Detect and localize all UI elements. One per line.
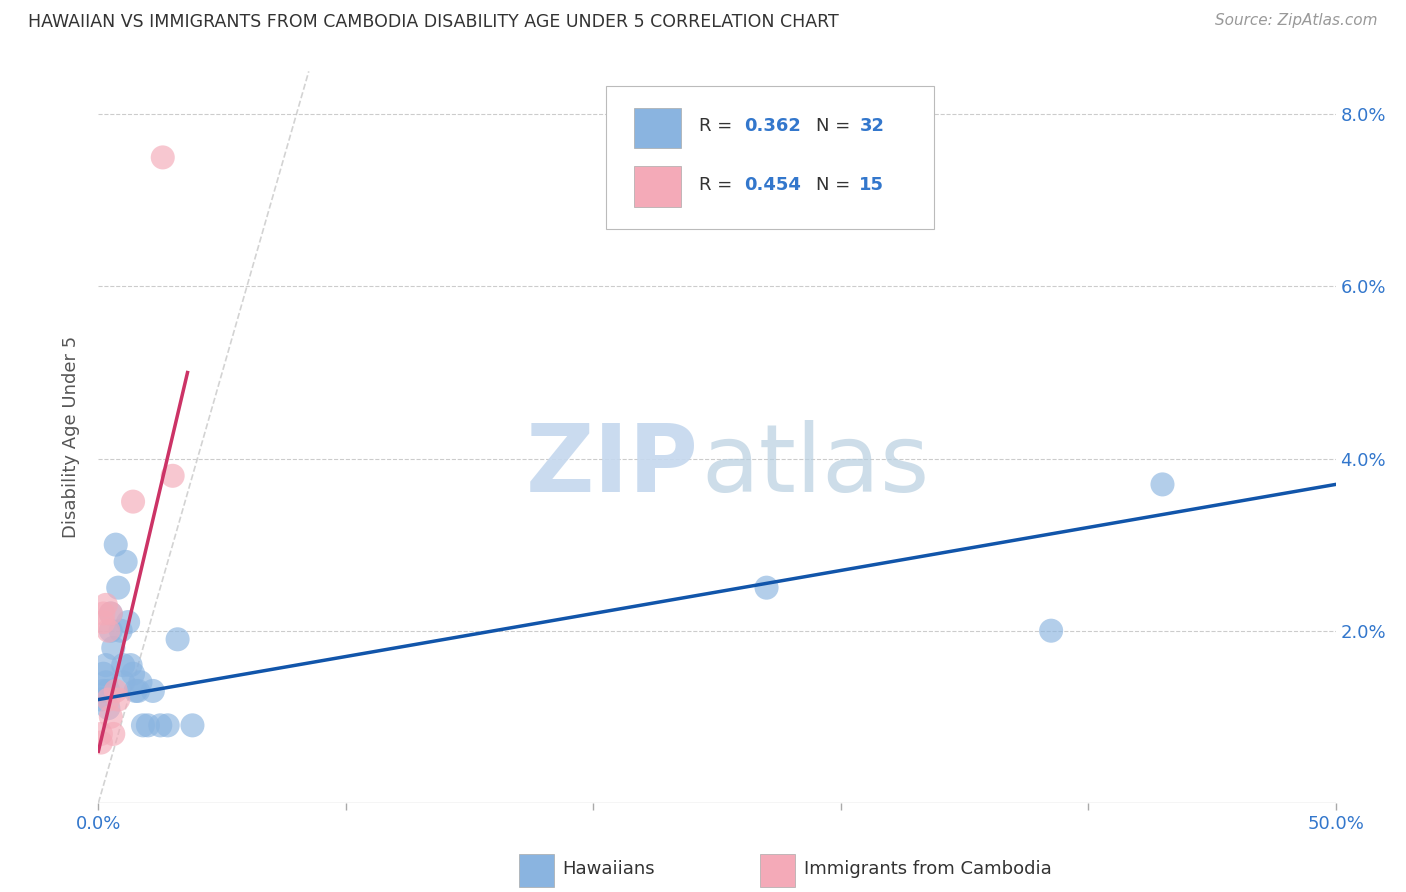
Text: Source: ZipAtlas.com: Source: ZipAtlas.com [1215,13,1378,29]
Point [93,666,115,681]
Text: N =: N = [815,117,856,136]
Point [132,718,155,732]
Point [93,615,115,629]
FancyBboxPatch shape [606,86,934,228]
Point [93,607,115,621]
Text: 0.454: 0.454 [744,176,801,194]
Point [152,150,174,164]
Point [97,624,120,638]
Point [149,718,172,732]
Point [90,727,112,741]
Point [124,684,146,698]
Point [107,581,129,595]
Point [103,640,125,655]
Text: ZIP: ZIP [526,420,699,512]
FancyBboxPatch shape [634,167,681,207]
Point [100,607,122,621]
Text: Immigrants from Cambodia: Immigrants from Cambodia [804,860,1052,878]
Point [93,684,115,698]
Point [136,718,159,732]
Text: 0.362: 0.362 [744,117,801,136]
Point [181,718,204,732]
Point [120,658,142,673]
Point [122,494,145,508]
Point [166,632,188,647]
Point [1040,624,1063,638]
Point [127,684,149,698]
Point [97,701,120,715]
Text: atlas: atlas [702,420,929,512]
Point [97,692,120,706]
Text: Hawaiians: Hawaiians [562,860,655,878]
Text: N =: N = [815,176,856,194]
Point [112,675,135,690]
Point [90,735,112,749]
Point [100,624,122,638]
Point [112,658,135,673]
Y-axis label: Disability Age Under 5: Disability Age Under 5 [62,336,80,538]
Point [117,615,139,629]
Point [100,710,122,724]
Text: HAWAIIAN VS IMMIGRANTS FROM CAMBODIA DISABILITY AGE UNDER 5 CORRELATION CHART: HAWAIIAN VS IMMIGRANTS FROM CAMBODIA DIS… [28,13,839,31]
Point [94,658,117,673]
Text: 15: 15 [859,176,884,194]
Point [103,727,125,741]
Text: R =: R = [699,176,738,194]
FancyBboxPatch shape [634,108,681,148]
Point [142,684,165,698]
Point [156,718,179,732]
Point [100,607,122,621]
Point [110,624,132,638]
Text: R =: R = [699,117,738,136]
Point [90,692,112,706]
Text: 32: 32 [859,117,884,136]
Point [104,538,127,552]
Point [94,598,117,612]
Point [129,675,152,690]
Point [94,675,117,690]
Point [104,684,127,698]
Point [114,555,136,569]
Point [122,666,145,681]
Point [755,581,778,595]
Point [107,692,129,706]
FancyBboxPatch shape [761,854,794,887]
Point [1152,477,1174,491]
FancyBboxPatch shape [519,854,554,887]
Point [162,468,184,483]
Point [97,684,120,698]
